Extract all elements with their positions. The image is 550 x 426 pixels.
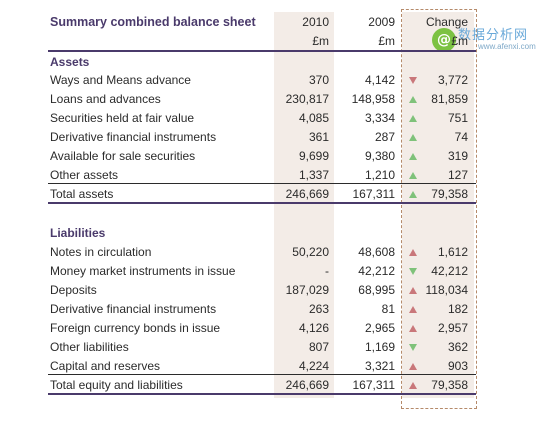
assets-total-divider-top <box>48 183 476 184</box>
unit-label-change: £m <box>451 34 468 48</box>
value-2009: 1,169 <box>364 340 395 354</box>
triangle-up-icon <box>409 191 417 198</box>
value-2010: 9,699 <box>298 149 329 163</box>
column-shade-change <box>402 12 474 398</box>
value-change: 3,772 <box>437 73 468 87</box>
value-2009: 2,965 <box>364 321 395 335</box>
watermark-logo-icon: @ <box>432 28 456 52</box>
watermark-text: 数据分析网 <box>458 27 529 42</box>
triangle-up-icon <box>409 363 417 370</box>
value-change: 42,212 <box>431 264 468 278</box>
value-change: 182 <box>447 302 468 316</box>
triangle-up-icon <box>409 249 417 256</box>
value-change: 79,358 <box>431 378 468 392</box>
column-header-change: Change <box>425 15 468 29</box>
value-2010: 50,220 <box>292 245 329 259</box>
value-2010: 4,224 <box>298 359 329 373</box>
liabilities-total-divider-bottom <box>48 393 476 395</box>
change-column-highlight-box <box>401 9 477 409</box>
value-change: 362 <box>447 340 468 354</box>
value-2009: 48,608 <box>358 245 395 259</box>
row-label: Other liabilities <box>50 340 129 354</box>
value-2009: 1,210 <box>364 168 395 182</box>
value-change: 2,957 <box>437 321 468 335</box>
header-divider <box>48 50 476 52</box>
value-2010: 187,029 <box>285 283 329 297</box>
value-2009: 167,311 <box>352 187 396 201</box>
value-2009: 167,311 <box>352 378 396 392</box>
triangle-up-icon <box>409 134 417 141</box>
column-header-2010: 2010 <box>302 15 329 29</box>
value-change: 79,358 <box>431 187 468 201</box>
column-shade-2010 <box>274 12 334 398</box>
column-header-2009: 2009 <box>368 15 395 29</box>
value-2010: - <box>325 264 329 278</box>
value-2010: 1,337 <box>298 168 329 182</box>
row-label: Loans and advances <box>50 92 161 106</box>
liabilities-total-divider-top <box>48 374 476 375</box>
section-heading-liabilities: Liabilities <box>50 226 106 240</box>
value-2010: 370 <box>308 73 329 87</box>
triangle-up-icon <box>409 382 417 389</box>
row-label: Total assets <box>50 187 114 201</box>
triangle-down-icon <box>409 268 417 275</box>
value-change: 74 <box>454 130 468 144</box>
triangle-down-icon <box>409 77 417 84</box>
row-label: Other assets <box>50 168 119 182</box>
value-2009: 81 <box>381 302 395 316</box>
triangle-down-icon <box>409 344 417 351</box>
section-heading-assets: Assets <box>50 55 90 69</box>
row-label: Notes in circulation <box>50 245 152 259</box>
triangle-up-icon <box>409 306 417 313</box>
triangle-up-icon <box>409 96 417 103</box>
value-2010: 263 <box>308 302 329 316</box>
row-label: Foreign currency bonds in issue <box>50 321 221 335</box>
value-change: 127 <box>447 168 468 182</box>
value-2010: 807 <box>308 340 329 354</box>
value-2009: 42,212 <box>358 264 395 278</box>
value-2010: 4,085 <box>298 111 329 125</box>
triangle-up-icon <box>409 115 417 122</box>
value-change: 1,612 <box>437 245 468 259</box>
row-label: Derivative financial instruments <box>50 130 217 144</box>
value-change: 751 <box>447 111 468 125</box>
table-title: Summary combined balance sheet <box>50 15 256 29</box>
row-label: Ways and Means advance <box>50 73 191 87</box>
value-change: 118,034 <box>425 283 469 297</box>
value-2010: 246,669 <box>285 187 329 201</box>
row-label: Money market instruments in issue <box>50 264 236 278</box>
assets-total-divider-bottom <box>48 202 476 204</box>
row-label: Available for sale securities <box>50 149 196 163</box>
value-2010: 361 <box>308 130 329 144</box>
value-2009: 4,142 <box>364 73 395 87</box>
row-label: Deposits <box>50 283 97 297</box>
watermark-url: www.afenxi.com <box>478 42 536 51</box>
row-label: Total equity and liabilities <box>50 378 183 392</box>
triangle-up-icon <box>409 153 417 160</box>
value-2010: 230,817 <box>285 92 329 106</box>
unit-label-2010: £m <box>312 34 329 48</box>
value-2009: 3,321 <box>364 359 395 373</box>
value-change: 81,859 <box>431 92 468 106</box>
row-label: Securities held at fair value <box>50 111 195 125</box>
row-label: Derivative financial instruments <box>50 302 217 316</box>
value-2010: 4,126 <box>298 321 329 335</box>
value-2010: 246,669 <box>285 378 329 392</box>
value-change: 903 <box>447 359 468 373</box>
value-2009: 3,334 <box>364 111 395 125</box>
triangle-up-icon <box>409 172 417 179</box>
value-2009: 287 <box>374 130 395 144</box>
unit-label-2009: £m <box>378 34 395 48</box>
value-2009: 9,380 <box>364 149 395 163</box>
triangle-up-icon <box>409 325 417 332</box>
row-label: Capital and reserves <box>50 359 161 373</box>
value-2009: 148,958 <box>351 92 395 106</box>
triangle-up-icon <box>409 287 417 294</box>
value-change: 319 <box>447 149 468 163</box>
value-2009: 68,995 <box>358 283 395 297</box>
